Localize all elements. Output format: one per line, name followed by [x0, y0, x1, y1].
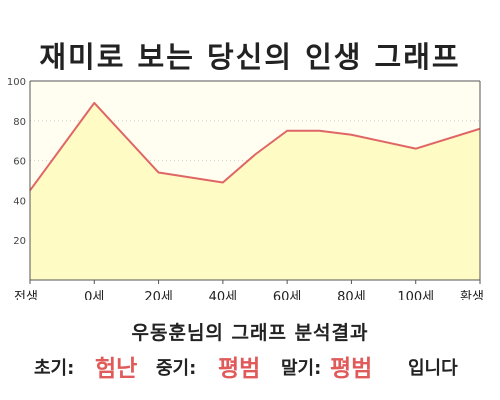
x-axis-ticks: 전생 0세 20세 40세 60세 80세 100세 환생: [14, 280, 484, 300]
x-tick-label: 0세: [84, 290, 104, 300]
mid-value: 평범: [218, 356, 261, 382]
x-tick-label: 40세: [209, 290, 238, 300]
chart-title: 재미로 보는 당신의 인생 그래프: [39, 40, 461, 74]
life-line-series: [29, 101, 481, 192]
y-axis-ticks: 20 40 60 80 100: [7, 77, 26, 247]
life-graph-chart: 20 40 60 80 100 전생 0세 20세 40세 60세 80세 100세 환생: [7, 77, 484, 300]
x-tick-label: 20세: [144, 290, 173, 300]
y-tick-label: 60: [13, 157, 26, 168]
late-label: 말기:: [281, 358, 322, 379]
y-tick-label: 100: [7, 77, 26, 88]
x-tick-label: 전생: [14, 290, 38, 300]
x-tick-label: 80세: [337, 290, 366, 300]
ending-text: 입니다: [408, 358, 458, 379]
y-tick-label: 80: [13, 117, 26, 128]
y-tick-label: 40: [13, 196, 26, 207]
y-tick-label: 20: [13, 236, 26, 247]
life-area-fill: [30, 102, 480, 280]
x-tick-label: 60세: [273, 290, 302, 300]
early-label: 초기:: [34, 358, 75, 379]
x-tick-label: 100세: [397, 290, 434, 300]
late-value: 평범: [330, 356, 373, 382]
x-tick-label: 환생: [460, 290, 484, 300]
result-summary: 초기: 험난 중기: 평범 말기: 평범 입니다: [0, 346, 500, 382]
mid-label: 중기:: [156, 358, 197, 379]
axes: [29, 80, 481, 281]
result-subtitle: 우동훈님의 그래프 분석결과: [131, 322, 369, 344]
early-value: 험난: [95, 356, 138, 382]
